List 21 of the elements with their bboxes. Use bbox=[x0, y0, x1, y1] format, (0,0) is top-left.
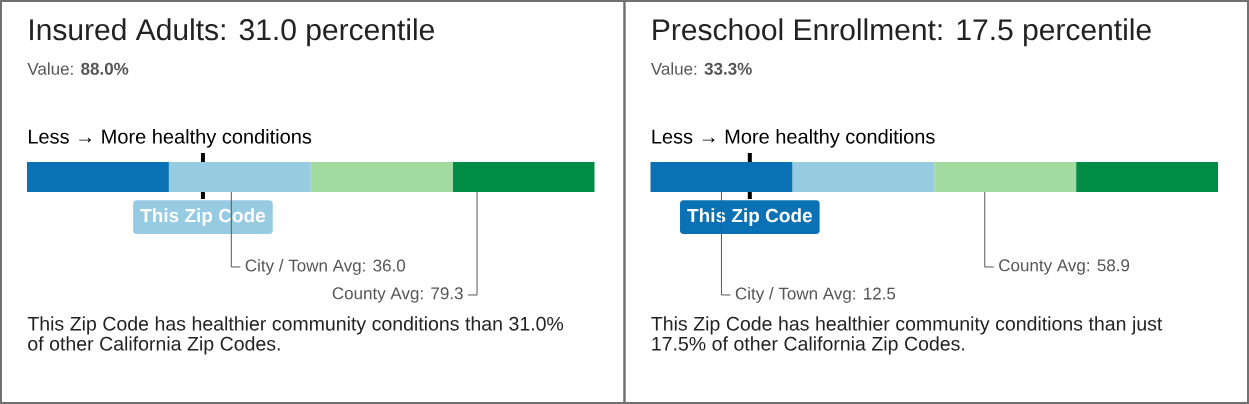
ref-line-label: City / Town Avg: 36.0 bbox=[245, 259, 406, 275]
bar bbox=[792, 161, 935, 192]
chart-subtitle: Value: 88.0% bbox=[27, 62, 129, 75]
bar bbox=[310, 161, 453, 192]
bar bbox=[27, 161, 169, 192]
text: This Zip Code has healthier community conditions than just 17.5% of other California Zip Codes. bbox=[651, 316, 1163, 355]
bar bbox=[168, 161, 311, 192]
bar bbox=[452, 161, 595, 192]
chart-title: Insured Adults: 31.0 percentile bbox=[30, 18, 434, 47]
ref-line-label: County Avg: 58.9 bbox=[999, 259, 1130, 275]
x-axis-title: Less → More healthy conditions bbox=[28, 129, 312, 148]
text: This Zip Code has healthier community conditions than 31.0% of other California Zip Codes. bbox=[27, 316, 564, 355]
ref-line-label: This Zip Code bbox=[687, 208, 812, 227]
chart-title: Preschool Enrollment: 17.5 percentile bbox=[653, 18, 1151, 47]
bar bbox=[1076, 161, 1218, 192]
ref-line-label: County Avg: 79.3 bbox=[332, 287, 463, 303]
ref-line-label: City / Town Avg: 12.5 bbox=[735, 287, 896, 303]
bar bbox=[650, 161, 793, 192]
chart-subtitle: Value: 33.3% bbox=[650, 62, 752, 75]
bar bbox=[934, 161, 1077, 192]
x-axis-title: Less → More healthy conditions bbox=[652, 129, 935, 148]
